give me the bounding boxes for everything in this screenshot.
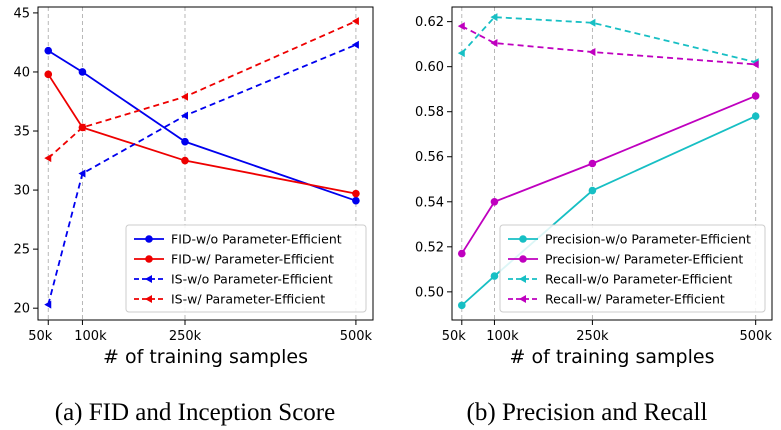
data-point <box>490 13 498 22</box>
y-tick-label: 25 <box>13 243 30 258</box>
x-tick-label: 100k <box>74 329 107 344</box>
data-point <box>180 92 188 101</box>
x-tick-label: 500k <box>340 329 373 344</box>
x-tick-label: 50k <box>28 329 53 344</box>
data-point <box>457 22 465 31</box>
y-tick-label: 20 <box>13 302 30 317</box>
data-point <box>44 46 53 55</box>
data-point <box>44 300 52 309</box>
y-tick-label: 0.54 <box>415 195 444 210</box>
legend-marker <box>519 235 527 243</box>
x-tick-label: 250k <box>576 329 609 344</box>
legend-marker <box>519 275 526 283</box>
data-point <box>351 17 359 26</box>
y-tick-label: 0.58 <box>415 105 444 120</box>
y-tick-label: 0.56 <box>415 150 444 165</box>
data-point <box>588 186 597 195</box>
series-line <box>47 73 357 195</box>
x-tick-label: 500k <box>740 329 773 344</box>
x-tick-label: 50k <box>442 329 467 344</box>
legend-marker <box>145 295 152 303</box>
legend-label: Precision-w/ Parameter-Efficient <box>545 252 743 267</box>
data-point <box>352 189 360 198</box>
data-point <box>44 154 52 163</box>
y-tick-label: 0.52 <box>415 240 444 255</box>
series-line <box>47 43 357 305</box>
data-point <box>490 272 499 280</box>
data-point <box>588 48 596 57</box>
legend-label: FID-w/o Parameter-Efficient <box>171 232 342 247</box>
chart-fid-inception-score: 20 25 30 35 40 45 50k 100k 250k 500k # of training… <box>13 6 374 368</box>
y-tick-label: 0.50 <box>415 285 444 300</box>
legend-box <box>125 224 367 313</box>
data-point <box>588 159 597 168</box>
legend-marker <box>519 255 527 263</box>
legend-label: Precision-w/o Parameter-Efficient <box>545 232 751 247</box>
axes-frame <box>451 6 773 321</box>
y-tick-label: 0.62 <box>415 15 444 30</box>
data-point <box>457 301 466 310</box>
series-line <box>47 49 357 202</box>
caption-a: (a) FID and Inception Score <box>55 399 335 426</box>
legend-label: IS-w/ Parameter-Efficient <box>171 292 325 307</box>
series-line <box>461 25 756 66</box>
legend-label: IS-w/o Parameter-Efficient <box>171 272 333 287</box>
x-tick-label: 100k <box>486 329 519 344</box>
legend-label: FID-w/ Parameter-Efficient <box>171 252 334 267</box>
series-line <box>461 16 756 64</box>
axes-frame <box>37 6 374 321</box>
series-line <box>47 20 357 159</box>
data-point <box>352 196 360 205</box>
data-point <box>457 249 466 258</box>
data-point <box>78 68 87 76</box>
y-tick-label: 45 <box>13 6 30 21</box>
data-point <box>181 156 189 165</box>
y-tick-label: 40 <box>13 65 30 80</box>
data-point <box>490 197 499 206</box>
x-tick-label: 250k <box>169 329 202 344</box>
y-tick-label: 0.60 <box>415 60 444 75</box>
chart-precision-recall: 0.50 0.52 0.54 0.56 0.58 0.60 0.62 50k 100k 250k 5… <box>415 6 773 368</box>
legend-label: Recall-w/o Parameter-Efficient <box>545 272 733 287</box>
data-point <box>44 70 53 79</box>
x-axis-label: # of training samples <box>510 346 715 368</box>
data-point <box>751 112 760 121</box>
legend-box <box>499 224 766 313</box>
y-tick-label: 35 <box>13 125 30 140</box>
legend-label: Recall-w/ Parameter-Efficient <box>545 292 725 307</box>
legend-marker <box>519 295 526 303</box>
data-point <box>180 111 188 120</box>
legend-marker <box>145 255 153 263</box>
data-point <box>588 18 596 27</box>
data-point <box>457 49 465 58</box>
data-point <box>78 169 86 178</box>
x-axis-label: # of training samples <box>103 346 308 368</box>
data-point <box>751 60 759 69</box>
series-line <box>461 95 757 255</box>
legend-marker <box>145 235 153 243</box>
data-point <box>751 92 760 100</box>
data-point <box>351 40 359 49</box>
legend-marker <box>145 275 152 283</box>
caption-b: (b) Precision and Recall <box>467 399 708 426</box>
data-point <box>490 39 498 48</box>
data-point <box>181 137 189 146</box>
y-tick-label: 30 <box>13 184 30 199</box>
data-point <box>78 123 86 132</box>
